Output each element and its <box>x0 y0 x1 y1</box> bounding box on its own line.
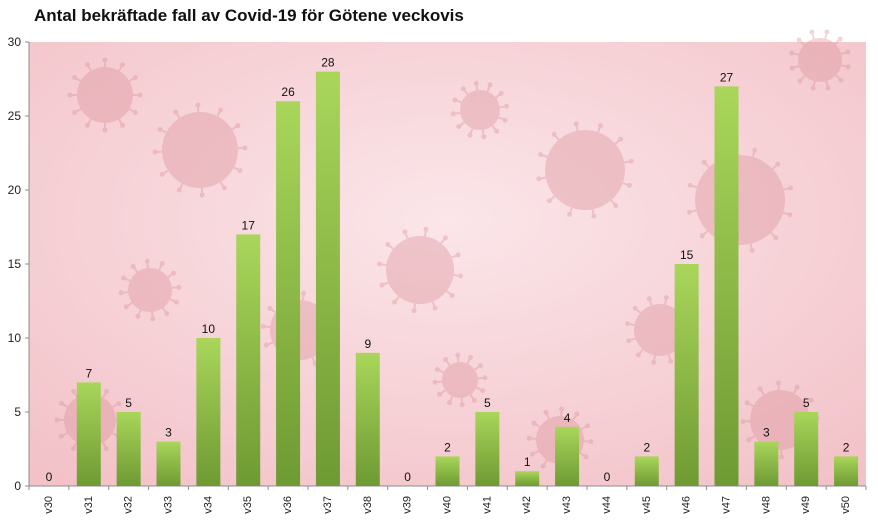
x-tick-label: v32 <box>123 496 135 514</box>
x-tick-label: v45 <box>641 496 653 514</box>
bar-v37 <box>315 71 340 486</box>
x-tick-label: v30 <box>43 496 55 514</box>
data-label: 9 <box>364 337 371 351</box>
virus-particle <box>536 121 634 219</box>
data-label: 17 <box>242 218 256 232</box>
x-tick-label: v38 <box>362 496 374 514</box>
x-tick-label: v31 <box>83 496 95 514</box>
bar-v48 <box>754 441 779 486</box>
bar-v42 <box>515 471 540 486</box>
x-tick-label: v34 <box>202 496 214 514</box>
virus-particle <box>432 352 488 408</box>
x-tick-label: v42 <box>521 496 533 514</box>
x-tick-label: v50 <box>840 496 852 514</box>
chart-title: Antal bekräftade fall av Covid-19 för Gö… <box>34 6 464 25</box>
data-label: 2 <box>643 440 650 454</box>
virus-particle <box>686 146 794 254</box>
bar-v31 <box>76 382 101 486</box>
x-tick-label: v36 <box>282 496 294 514</box>
data-label: 10 <box>202 322 216 336</box>
bar-v38 <box>355 352 380 486</box>
virus-particle <box>118 258 182 322</box>
data-label: 5 <box>484 396 491 410</box>
y-tick-label: 15 <box>8 257 22 271</box>
x-tick-label: v43 <box>561 496 573 514</box>
y-tick-label: 5 <box>14 405 21 419</box>
y-tick-label: 25 <box>8 109 22 123</box>
x-tick-label: v41 <box>481 496 493 514</box>
y-tick-label: 20 <box>8 183 22 197</box>
x-tick-label: v47 <box>721 496 733 514</box>
data-label: 26 <box>281 85 295 99</box>
data-label: 0 <box>604 470 611 484</box>
bar-v45 <box>634 456 659 486</box>
data-label: 27 <box>720 70 734 84</box>
bar-v33 <box>156 441 181 486</box>
data-label: 3 <box>763 426 770 440</box>
x-tick-label: v35 <box>242 496 254 514</box>
bar-v36 <box>276 101 301 486</box>
bar-v34 <box>196 338 221 486</box>
x-tick-label: v44 <box>601 496 613 514</box>
bar-v50 <box>834 456 859 486</box>
bar-v35 <box>236 234 261 486</box>
y-tick-label: 0 <box>14 479 21 493</box>
virus-particle <box>625 295 695 365</box>
virus-particle <box>152 102 248 198</box>
y-tick-label: 10 <box>8 331 22 345</box>
data-label: 28 <box>321 56 335 70</box>
virus-particle <box>789 29 851 91</box>
x-tick-label: v39 <box>402 496 414 514</box>
bar-v40 <box>435 456 460 486</box>
bar-v41 <box>475 412 500 486</box>
data-label: 3 <box>165 426 172 440</box>
data-label: 0 <box>46 470 53 484</box>
data-label: 5 <box>803 396 810 410</box>
y-tick-label: 30 <box>8 35 22 49</box>
data-label: 2 <box>843 440 850 454</box>
data-label: 4 <box>564 411 571 425</box>
bar-v49 <box>794 412 819 486</box>
data-label: 0 <box>404 470 411 484</box>
bar-v32 <box>116 412 141 486</box>
virus-particle <box>376 226 464 314</box>
x-tick-label: v49 <box>800 496 812 514</box>
bar-v43 <box>555 426 580 486</box>
bar-v47 <box>714 86 739 487</box>
x-tick-label: v37 <box>322 496 334 514</box>
data-label: 1 <box>524 455 531 469</box>
x-tick-label: v46 <box>681 496 693 514</box>
data-label: 2 <box>444 440 451 454</box>
x-tick-label: v40 <box>442 496 454 514</box>
x-tick-label: v33 <box>163 496 175 514</box>
data-label: 7 <box>85 366 92 380</box>
virus-particle <box>450 80 510 140</box>
data-label: 5 <box>125 396 132 410</box>
data-label: 15 <box>680 248 694 262</box>
virus-particle <box>67 57 143 133</box>
x-tick-label: v48 <box>760 496 772 514</box>
bar-v46 <box>674 264 699 486</box>
